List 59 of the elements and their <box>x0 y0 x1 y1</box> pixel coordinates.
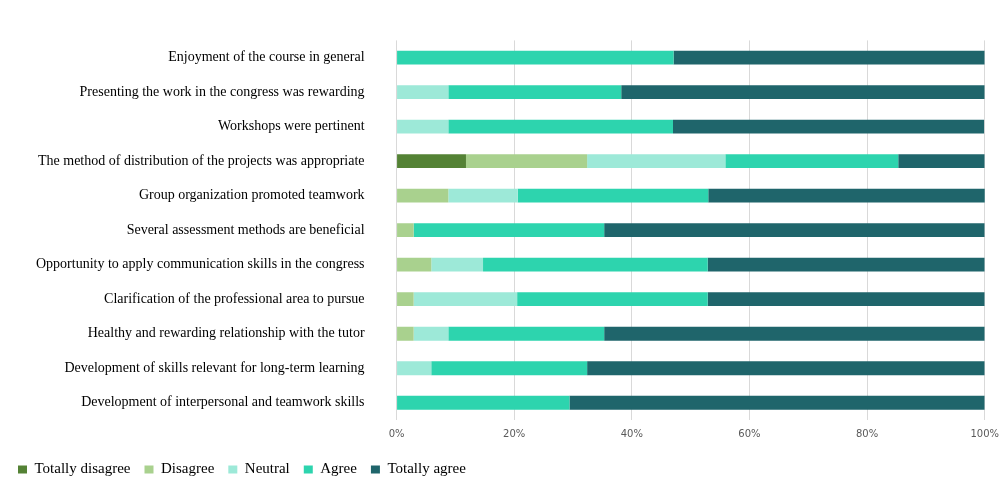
bar <box>431 257 484 272</box>
bar <box>397 223 414 238</box>
bar <box>707 257 985 272</box>
y-tick-label: Workshops were pertinent <box>217 118 365 134</box>
bar <box>397 257 432 272</box>
bar <box>604 223 985 238</box>
bar <box>673 50 985 65</box>
bar <box>448 119 673 134</box>
bar <box>587 154 726 169</box>
y-tick-label: Development of interpersonal and teamwork skills <box>81 394 365 410</box>
bar <box>431 361 588 376</box>
y-tick-label: Opportunity to apply communication skills in the congress <box>35 256 365 272</box>
x-tick-label: 100% <box>970 427 999 439</box>
bar <box>483 257 708 272</box>
x-tick-label: 60% <box>738 427 761 439</box>
bar <box>413 326 449 341</box>
y-tick-label: Presenting the work in the congress was rewarding <box>79 83 365 99</box>
legend-label: Totally disagree <box>34 460 131 477</box>
bar <box>397 50 674 65</box>
bar <box>397 292 414 307</box>
bar <box>397 154 466 169</box>
legend-label: Agree <box>320 460 358 477</box>
y-tick-label: Healthy and rewarding relationship with the tutor <box>87 325 365 341</box>
x-tick-label: 80% <box>855 427 879 439</box>
x-tick-label: 40% <box>620 427 643 439</box>
bar <box>397 188 449 203</box>
y-tick-label: The method of distribution of the projects was appropriate <box>37 152 365 168</box>
bar <box>413 292 518 307</box>
bar <box>517 188 709 203</box>
bar <box>898 154 985 169</box>
y-tick-label: Group organization promoted teamwork <box>138 187 365 203</box>
legend-label: Totally agree <box>387 460 467 477</box>
y-tick-label: Enjoyment of the course in general <box>168 49 365 65</box>
x-tick-label: 0% <box>388 427 405 439</box>
bar <box>707 292 985 307</box>
bar <box>604 326 985 341</box>
bar <box>397 85 449 100</box>
bar <box>587 361 985 376</box>
y-tick-label: Clarification of the professional area to pursue <box>104 290 365 306</box>
y-tick-label: Several assessment methods are beneficial <box>126 221 365 237</box>
bar <box>725 154 899 169</box>
bar <box>448 188 518 203</box>
y-tick-label: Development of skills relevant for long-term learning <box>64 359 365 375</box>
bar <box>448 326 605 341</box>
x-tick-label: 20% <box>503 427 526 439</box>
bar <box>621 85 985 100</box>
bar <box>448 85 622 100</box>
bar <box>517 292 708 307</box>
bar <box>672 119 985 134</box>
bar <box>708 188 985 203</box>
bar <box>569 395 985 410</box>
legend-label: Neutral <box>244 460 290 477</box>
bar <box>397 326 414 341</box>
legend-label: Disagree <box>161 460 215 477</box>
bar <box>465 154 588 169</box>
bar <box>397 361 432 376</box>
bar <box>397 395 570 410</box>
bar <box>413 223 605 238</box>
bar <box>397 119 449 134</box>
